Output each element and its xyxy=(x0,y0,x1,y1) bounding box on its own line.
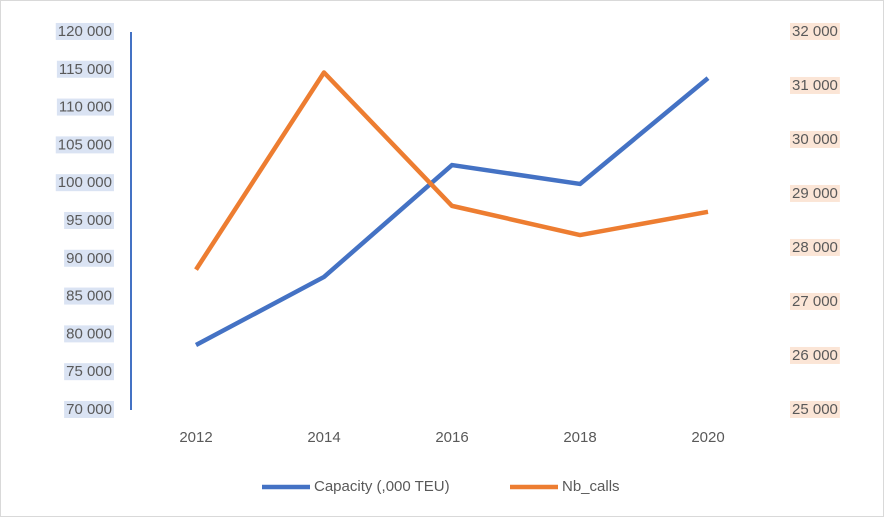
series-line xyxy=(194,76,710,347)
x-tick-label: 2020 xyxy=(691,429,724,446)
tick-label-bg xyxy=(56,98,114,116)
x-tick-label: 2014 xyxy=(307,429,340,446)
tick-group: 29 000 xyxy=(790,184,840,202)
tick-label-bg xyxy=(56,60,114,78)
tick-label: 120 000 xyxy=(58,23,112,40)
x-tick-label: 2012 xyxy=(179,429,212,446)
tick-label: 90 000 xyxy=(66,250,112,267)
tick-label: 28 000 xyxy=(792,239,838,256)
tick-group: 115 000 xyxy=(56,60,114,78)
tick-group: 120 000 xyxy=(55,22,114,40)
x-tick-label: 2016 xyxy=(435,429,468,446)
tick-label-bg xyxy=(790,184,840,202)
tick-label: 80 000 xyxy=(66,325,112,342)
tick-label: 32 000 xyxy=(792,23,838,40)
tick-label-bg xyxy=(790,292,840,310)
tick-label: 95 000 xyxy=(66,212,112,229)
x-tick-label: 2018 xyxy=(563,429,596,446)
tick-group: 26 000 xyxy=(790,346,840,364)
tick-label-bg xyxy=(55,136,114,154)
tick-group: 105 000 xyxy=(55,136,114,154)
tick-label: 31 000 xyxy=(792,77,838,94)
tick-label: 75 000 xyxy=(66,363,112,380)
series-line xyxy=(194,70,709,271)
tick-label: 26 000 xyxy=(792,347,838,364)
tick-label-bg xyxy=(64,400,114,418)
tick-label: 30 000 xyxy=(792,131,838,148)
tick-label-bg xyxy=(790,346,840,364)
tick-label: 70 000 xyxy=(66,401,112,418)
tick-label-bg xyxy=(790,76,840,94)
tick-group: 32 000 xyxy=(790,22,840,40)
tick-group: 95 000 xyxy=(64,211,114,229)
tick-label: 25 000 xyxy=(792,401,838,418)
legend-label: Capacity (,000 TEU) xyxy=(314,478,450,495)
tick-group: 85 000 xyxy=(64,287,114,305)
tick-group: 110 000 xyxy=(56,98,114,116)
tick-label-bg xyxy=(790,238,840,256)
tick-label-bg xyxy=(790,400,840,418)
tick-label-bg xyxy=(64,211,114,229)
tick-label-bg xyxy=(790,22,840,40)
tick-label: 27 000 xyxy=(792,293,838,310)
tick-label: 110 000 xyxy=(59,99,112,116)
tick-label-bg xyxy=(790,130,840,148)
tick-group: 100 000 xyxy=(55,174,114,192)
tick-group: 90 000 xyxy=(64,249,114,267)
tick-label-bg xyxy=(55,22,114,40)
tick-group: 70 000 xyxy=(64,400,114,418)
tick-group: 80 000 xyxy=(64,325,114,343)
tick-label: 105 000 xyxy=(58,136,112,153)
tick-label-bg xyxy=(64,287,114,305)
tick-label: 29 000 xyxy=(792,185,838,202)
tick-label-bg xyxy=(64,325,114,343)
tick-group: 28 000 xyxy=(790,238,840,256)
tick-group: 30 000 xyxy=(790,130,840,148)
legend-label: Nb_calls xyxy=(562,478,620,495)
tick-label-bg xyxy=(64,363,114,381)
tick-label: 100 000 xyxy=(58,174,112,191)
tick-group: 31 000 xyxy=(790,76,840,94)
tick-label: 85 000 xyxy=(66,288,112,305)
tick-label: 115 000 xyxy=(59,61,112,78)
tick-label-bg xyxy=(64,249,114,267)
tick-group: 27 000 xyxy=(790,292,840,310)
tick-group: 75 000 xyxy=(64,363,114,381)
tick-group: 25 000 xyxy=(790,400,840,418)
tick-label-bg xyxy=(55,174,114,192)
